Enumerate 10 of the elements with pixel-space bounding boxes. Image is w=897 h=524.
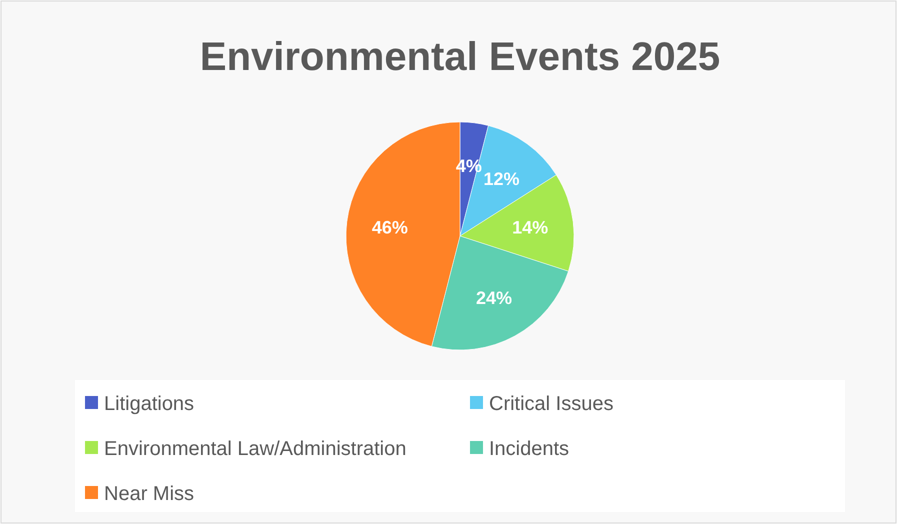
legend-label: Litigations (104, 393, 194, 415)
legend-label: Incidents (489, 438, 570, 460)
data-label: 46% (372, 217, 408, 238)
data-label: 12% (484, 169, 520, 190)
data-label: 14% (512, 217, 548, 238)
legend-label: Near Miss (104, 483, 194, 505)
legend-label: Critical Issues (489, 393, 614, 415)
chart-title: Environmental Events 2025 (200, 35, 720, 79)
legend-label: Environmental Law/Administration (104, 438, 406, 460)
data-label: 24% (476, 288, 512, 308)
